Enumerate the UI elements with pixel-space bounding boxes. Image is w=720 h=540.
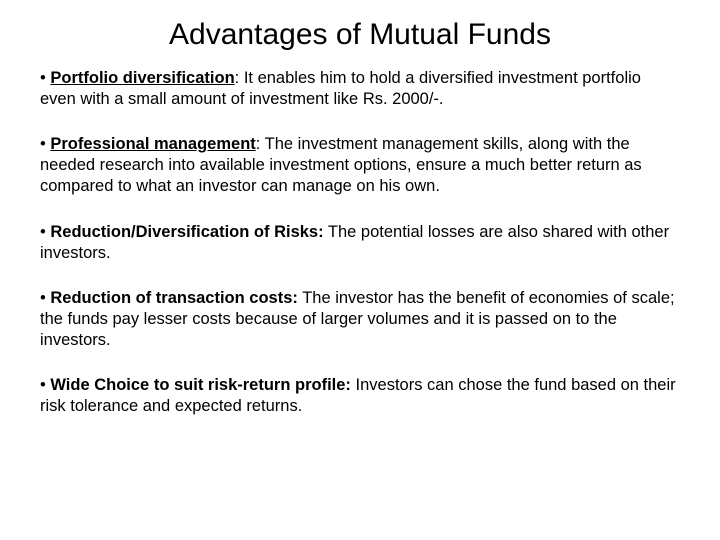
slide-title: Advantages of Mutual Funds	[40, 18, 680, 52]
bullet-item: • Wide Choice to suit risk-return profil…	[40, 375, 680, 417]
bullet-heading: Professional management	[50, 135, 255, 153]
bullet-heading: Reduction/Diversification of Risks:	[50, 223, 323, 241]
bullet-separator: :	[235, 69, 244, 87]
bullet-separator: :	[256, 135, 265, 153]
bullet-marker: •	[40, 135, 50, 153]
bullet-item: • Professional management: The investmen…	[40, 134, 680, 197]
bullet-heading: Portfolio diversification	[50, 69, 234, 87]
bullet-heading: Reduction of transaction costs:	[50, 289, 298, 307]
bullet-marker: •	[40, 289, 50, 307]
bullet-marker: •	[40, 223, 50, 241]
bullet-heading: Wide Choice to suit risk-return profile:	[50, 376, 351, 394]
bullet-item: • Reduction/Diversification of Risks: Th…	[40, 222, 680, 264]
bullet-marker: •	[40, 69, 50, 87]
bullet-item: • Portfolio diversification: It enables …	[40, 68, 680, 110]
bullet-marker: •	[40, 376, 50, 394]
bullet-item: • Reduction of transaction costs: The in…	[40, 288, 680, 351]
